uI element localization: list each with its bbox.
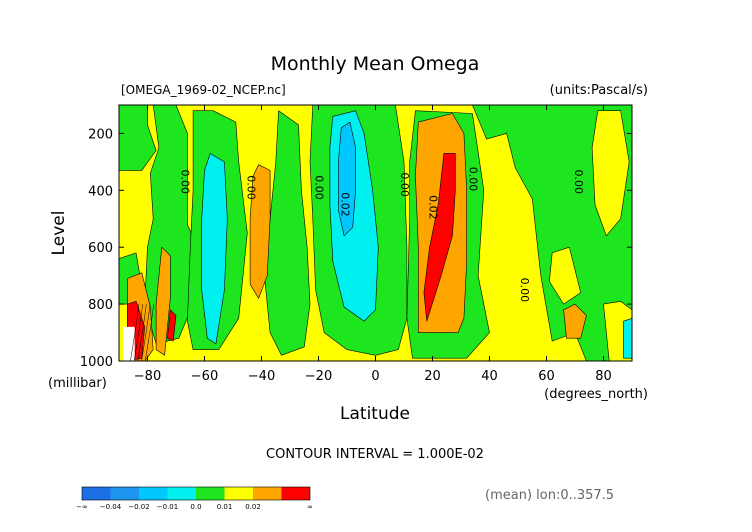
- contour-region: [549, 246, 582, 305]
- plot-area: 0.00 0.00 0.00 0.02 0.00 0.02 0.00 0.00 0.00: [119, 105, 632, 361]
- contour-region: [249, 164, 271, 299]
- y-tick-label: 800: [88, 298, 113, 313]
- contour-region: [338, 121, 356, 237]
- x-tick-label: 60: [538, 369, 555, 384]
- contour-label: 0.00: [179, 170, 192, 195]
- x-tick-label: 0: [371, 369, 379, 384]
- x-tick-label: −60: [191, 369, 218, 384]
- legend-frame: [81, 486, 311, 501]
- legend-swatch: [281, 487, 310, 500]
- legend-swatch: [110, 487, 139, 500]
- legend-label: −0.01: [157, 503, 178, 511]
- legend-swatch: [196, 487, 225, 500]
- y-tick-label: 600: [88, 241, 113, 256]
- units-label: (units:Pascal/s): [550, 83, 648, 98]
- legend-label: 0.01: [217, 503, 233, 511]
- contour-line: [141, 304, 151, 361]
- contour-region: [423, 153, 456, 322]
- x-tick-label: −20: [305, 369, 332, 384]
- y-tick-label: 200: [88, 127, 113, 142]
- y-axis-units: (millibar): [48, 376, 107, 391]
- file-label: [OMEGA_1969-02_NCEP.nc]: [121, 83, 286, 97]
- legend-label: −0.02: [128, 503, 149, 511]
- contour-line: [144, 304, 155, 361]
- contour-label: 0.00: [398, 172, 411, 197]
- contour-line: [130, 304, 140, 361]
- contour-label: 0.00: [244, 175, 257, 200]
- contour-label: 0.02: [427, 195, 440, 220]
- color-legend: −∞ −0.04 −0.02 −0.01 0.0 0.01 0.02 ∞: [76, 486, 313, 511]
- y-tick-label: 1000: [80, 355, 113, 370]
- contour-region: [623, 317, 632, 359]
- contour-region: [155, 246, 171, 356]
- contour-interval-label: CONTOUR INTERVAL = 1.000E-02: [266, 447, 484, 462]
- x-tick-label: 80: [595, 369, 612, 384]
- legend-swatch: [253, 487, 282, 500]
- x-axis: −80 −60 −40 −20 0 20 40 60 80: [134, 105, 612, 384]
- y-tick-label: 400: [88, 184, 113, 199]
- legend-label: 0.0: [190, 503, 201, 511]
- legend-swatch: [139, 487, 168, 500]
- x-axis-label: Latitude: [340, 404, 410, 424]
- contour-region: [591, 110, 630, 237]
- y-axis-label: Level: [49, 211, 69, 256]
- y-axis: 200 400 600 800 1000: [80, 127, 632, 370]
- contour-line: [133, 304, 143, 361]
- contour-label: 0.00: [313, 175, 326, 200]
- contour-region: [167, 309, 177, 342]
- chart-title: Monthly Mean Omega: [271, 53, 480, 75]
- contour-region: [201, 153, 228, 345]
- x-tick-label: −80: [134, 369, 161, 384]
- legend-label: 0.02: [245, 503, 261, 511]
- contour-label: 0.00: [467, 167, 480, 192]
- contour-region: [472, 105, 632, 361]
- x-axis-units: (degrees_north): [544, 387, 648, 402]
- legend-label: −0.04: [100, 503, 122, 511]
- contour-region: [563, 303, 587, 339]
- legend-swatch: [82, 487, 111, 500]
- x-tick-label: 20: [424, 369, 441, 384]
- contour-label: 0.02: [338, 192, 351, 217]
- legend-swatch: [224, 487, 253, 500]
- x-tick-label: −40: [248, 369, 275, 384]
- legend-label: −∞: [76, 503, 88, 511]
- legend-swatch: [167, 487, 196, 500]
- contour-label: 0.00: [518, 278, 531, 303]
- missing-data-patch: [123, 326, 135, 361]
- legend-label: ∞: [307, 503, 313, 511]
- contour-region: [119, 105, 157, 171]
- contour-label: 0.00: [572, 170, 585, 195]
- contour-line: [137, 304, 147, 361]
- footer-label: (mean) lon:0..357.5: [485, 488, 614, 503]
- x-tick-label: 40: [481, 369, 498, 384]
- contour-region: [264, 110, 311, 356]
